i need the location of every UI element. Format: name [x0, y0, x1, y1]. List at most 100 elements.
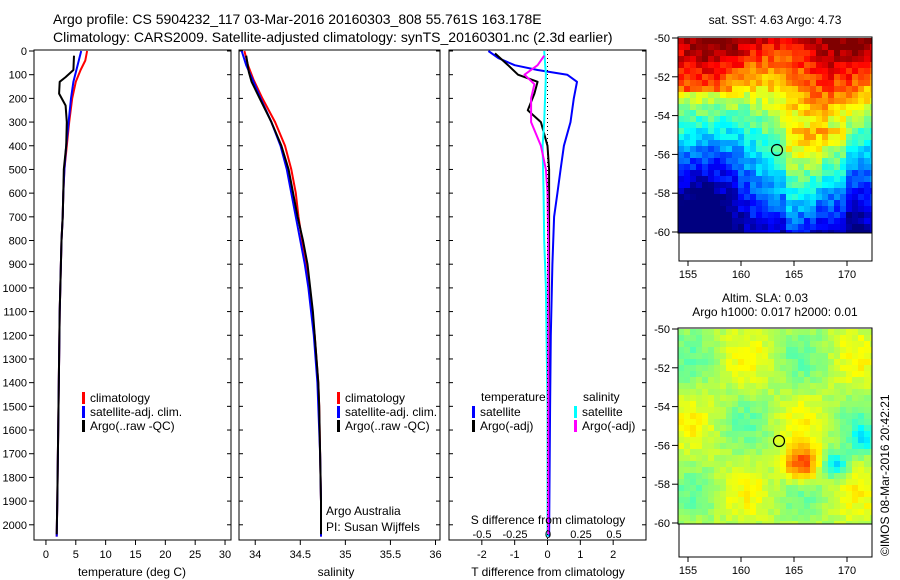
sla-cell: [726, 407, 732, 413]
sla-cell: [864, 431, 870, 437]
sst-cell: [786, 80, 792, 86]
sst-cell: [792, 194, 798, 200]
sla-cell: [726, 479, 732, 485]
sst-cell: [810, 68, 816, 74]
sla-cell: [870, 425, 872, 431]
sst-cell: [726, 206, 732, 212]
sst-cell: [744, 146, 750, 152]
sst-cell: [726, 92, 732, 98]
sla-cell: [804, 467, 810, 473]
sst-cell: [768, 212, 774, 218]
sla-cell: [738, 389, 744, 395]
sst-cell: [810, 188, 816, 194]
sla-cell: [792, 395, 798, 401]
sst-cell: [720, 128, 726, 134]
sst-cell: [852, 158, 858, 164]
sst-cell: [798, 206, 804, 212]
sla-cell: [762, 413, 768, 419]
sla-cell: [786, 455, 792, 461]
sla-cell: [792, 377, 798, 383]
sst-cell: [840, 74, 846, 80]
sst-cell: [690, 38, 696, 44]
sst-cell: [690, 104, 696, 110]
sla-cell: [798, 509, 804, 515]
sst-cell: [744, 104, 750, 110]
sst-cell: [756, 38, 762, 44]
sst-cell: [870, 86, 872, 92]
sst-cell: [732, 50, 738, 56]
sst-cell: [840, 116, 846, 122]
lon-tick-label: 155: [679, 269, 697, 281]
sst-cell: [708, 50, 714, 56]
sla-cell: [786, 347, 792, 353]
sst-cell: [774, 74, 780, 80]
sst-cell: [834, 152, 840, 158]
sst-cell: [828, 188, 834, 194]
sst-cell: [744, 80, 750, 86]
sst-cell: [870, 128, 872, 134]
sst-cell: [834, 86, 840, 92]
sst-cell: [804, 134, 810, 140]
x-tick-label: 30: [219, 549, 231, 561]
depth-tick-label: 800: [9, 236, 27, 248]
sst-cell: [822, 212, 828, 218]
sst-cell: [744, 74, 750, 80]
sla-cell: [690, 449, 696, 455]
sla-cell: [714, 359, 720, 365]
sla-cell: [870, 461, 872, 467]
sla-cell: [678, 419, 684, 425]
sst-cell: [804, 122, 810, 128]
sst-cell: [732, 128, 738, 134]
sst-cell: [828, 56, 834, 62]
sla-cell: [858, 407, 864, 413]
sst-cell: [840, 218, 846, 224]
sla-cell: [804, 449, 810, 455]
sla-cell: [846, 329, 852, 335]
sst-cell: [774, 134, 780, 140]
sla-cell: [798, 419, 804, 425]
sla-cell: [774, 407, 780, 413]
sst-cell: [810, 74, 816, 80]
sla-cell: [732, 437, 738, 443]
sst-cell: [774, 98, 780, 104]
sla-cell: [798, 503, 804, 509]
sla-cell: [810, 425, 816, 431]
x-tick-label: 5: [73, 549, 79, 561]
sla-cell: [726, 347, 732, 353]
lat-tick-label: -56: [654, 440, 670, 452]
sst-cell: [750, 200, 756, 206]
sst-cell: [678, 206, 684, 212]
sla-cell: [750, 371, 756, 377]
sla-cell: [732, 395, 738, 401]
sst-cell: [804, 146, 810, 152]
sla-cell: [798, 467, 804, 473]
sla-cell: [846, 395, 852, 401]
sst-cell: [744, 68, 750, 74]
sst-cell: [762, 200, 768, 206]
sst-cell: [846, 68, 852, 74]
sla-cell: [726, 437, 732, 443]
sla-cell: [720, 485, 726, 491]
sst-cell: [780, 230, 786, 233]
sla-cell: [678, 443, 684, 449]
sst-cell: [804, 218, 810, 224]
sst-cell: [858, 194, 864, 200]
sla-cell: [828, 491, 834, 497]
sst-cell: [744, 140, 750, 146]
legend-swatch-sal-argo: [574, 420, 577, 432]
sla-cell: [690, 335, 696, 341]
sst-cell: [726, 56, 732, 62]
sst-cell: [696, 152, 702, 158]
sst-cell: [684, 104, 690, 110]
depth-tick-label: 900: [9, 259, 27, 271]
sla-cell: [768, 359, 774, 365]
sla-cell: [810, 473, 816, 479]
sla-cell: [834, 341, 840, 347]
sla-cell: [750, 353, 756, 359]
sla-cell: [852, 395, 858, 401]
sst-cell: [786, 92, 792, 98]
sla-cell: [708, 467, 714, 473]
sla-cell: [678, 401, 684, 407]
sst-cell: [828, 74, 834, 80]
salinity-x-axis: 34 34.5 35 35.5 36: [249, 540, 442, 561]
